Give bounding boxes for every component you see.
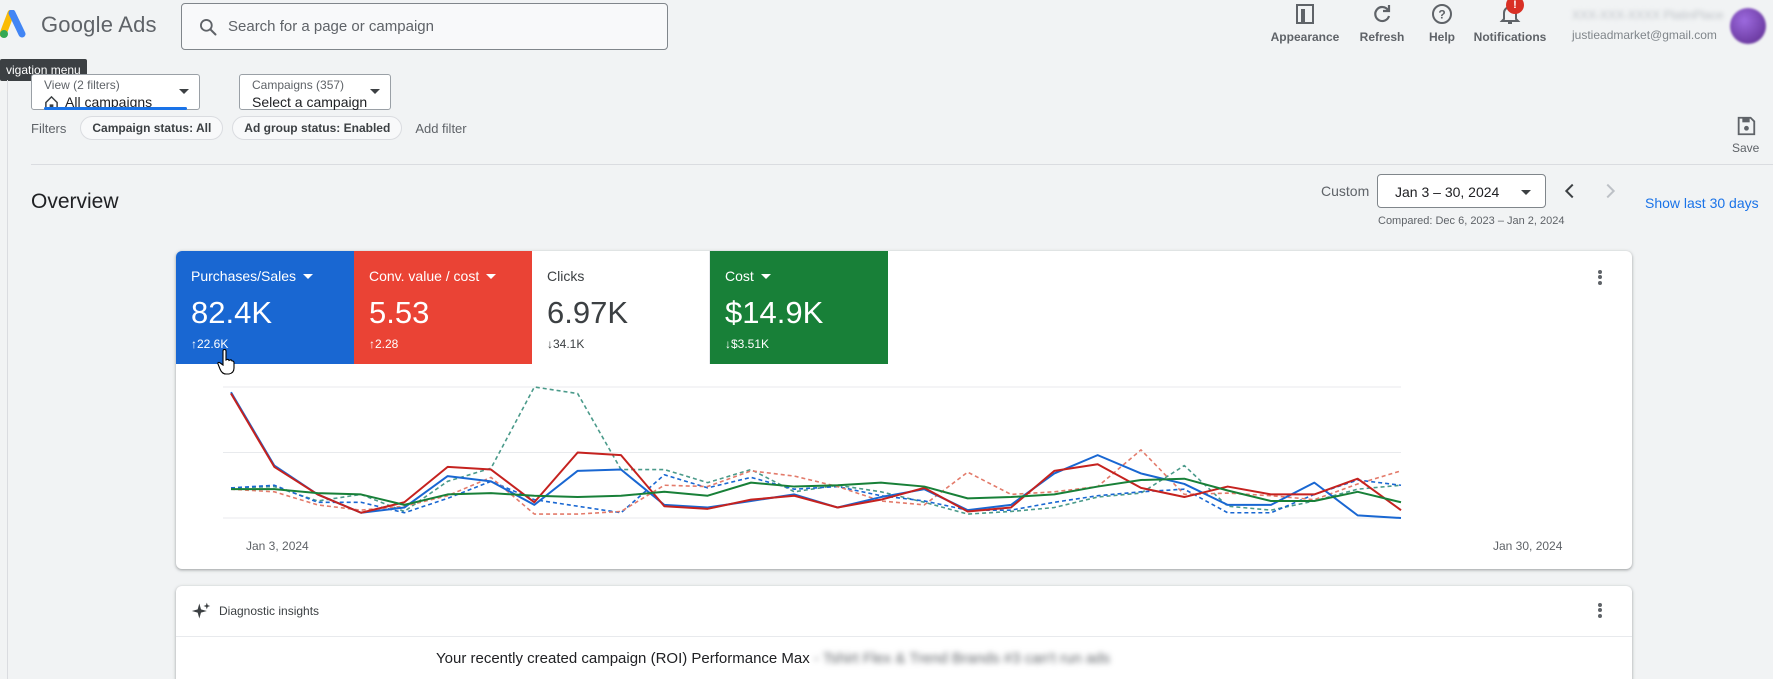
top-bar: Google Ads Appearance Refresh ? Help [0,0,1773,60]
chevron-down-icon [760,273,771,279]
svg-text:?: ? [1438,8,1445,22]
account-name-obscured: XXX-XXX-XXXX PlatinPlace [1572,8,1724,22]
search-box[interactable] [181,3,668,50]
campaign-selector-label: Campaigns (357) [252,78,345,92]
chevron-down-icon [303,273,314,279]
metric-title: Conv. value / cost [369,268,480,284]
notification-badge: ! [1506,0,1524,14]
appearance-label: Appearance [1270,30,1340,44]
chevron-down-icon [370,89,380,94]
left-divider [7,80,8,679]
account-email: justieadmarket@gmail.com [1572,28,1717,42]
view-selector-value: All campaigns [65,94,153,110]
series-line-2 [231,477,1402,506]
metric-title: Cost [725,268,754,284]
series-line-0 [230,391,1402,519]
chevron-left-icon[interactable] [1559,180,1581,202]
filter-chip-ad-group-status[interactable]: Ad group status: Enabled [232,116,403,140]
diagnostic-message-obscured: - Tshirt Flex & Trend Brands #3 can't ru… [809,650,1111,667]
performance-chart [223,386,1402,519]
refresh-button[interactable]: Refresh [1357,0,1407,50]
save-button[interactable]: Save [1732,115,1759,155]
show-last-30-days-link[interactable]: Show last 30 days [1645,195,1759,211]
refresh-label: Refresh [1359,30,1405,44]
metric-value: $14.9K [725,295,824,330]
diagnostic-header: Diagnostic insights [191,601,319,621]
metric-title-row: Conv. value / cost [369,268,532,284]
refresh-icon [1374,5,1391,23]
x-tick-label: Jan 3, 2024 [246,539,309,553]
search-input[interactable] [228,18,648,35]
metric-title-row: Clicks [547,268,709,284]
more-options-icon[interactable] [1590,268,1610,288]
metric-title-row: Purchases/Sales [191,268,354,284]
overview-card: Purchases/Sales 82.4K ↑22.6K Conv. value… [176,251,1632,569]
metric-delta: ↓34.1K [547,337,585,351]
hand-cursor-icon [217,349,235,375]
google-ads-logo[interactable]: Google Ads [0,10,157,40]
page-title: Overview [31,190,119,213]
metric-card-purchases-sales[interactable]: Purchases/Sales 82.4K ↑22.6K [176,251,354,364]
selected-indicator [44,107,187,110]
metric-value: 5.53 [369,295,430,330]
divider [176,636,1632,637]
date-range-selector[interactable]: Jan 3 – 30, 2024 [1377,174,1546,208]
filters-label: Filters [31,120,67,136]
metric-title: Purchases/Sales [191,268,297,284]
search-icon [200,18,217,35]
divider [31,164,1773,165]
sparkle-icon [191,602,211,619]
appearance-button[interactable]: Appearance [1270,0,1340,50]
campaign-selector-value: Select a campaign [252,94,368,110]
diagnostic-message: Your recently created campaign (ROI) Per… [436,650,1110,667]
filters-row: Filters Campaign status: All Ad group st… [31,116,467,140]
help-button[interactable]: ? Help [1422,0,1462,50]
series-line-3 [230,386,1402,515]
date-range-type: Custom [1321,183,1370,199]
metric-title-row: Cost [725,268,888,284]
app-name: Google Ads [41,12,157,37]
metric-value: 82.4K [191,295,273,330]
chevron-down-icon [486,273,497,279]
metric-card-clicks[interactable]: Clicks 6.97K ↓34.1K [532,251,710,364]
chevron-down-icon [1521,190,1531,195]
chevron-down-icon [179,89,189,94]
filter-chip-campaign-status[interactable]: Campaign status: All [80,116,224,140]
metric-delta: ↑2.28 [369,337,399,351]
metric-card-cost[interactable]: Cost $14.9K ↓$3.51K [710,251,888,364]
view-selector-label: View (2 filters) [44,78,120,92]
chevron-right-icon[interactable] [1599,180,1621,202]
diagnostic-insights-card: Diagnostic insights Your recently create… [176,586,1632,679]
help-icon: ? [1432,4,1452,24]
compared-range: Compared: Dec 6, 2023 – Jan 2, 2024 [1378,215,1565,227]
help-label: Help [1428,30,1455,44]
appearance-icon [1296,4,1314,24]
metric-card-conv-value-cost[interactable]: Conv. value / cost 5.53 ↑2.28 [354,251,532,364]
view-selector[interactable]: View (2 filters) All campaigns [31,74,200,110]
avatar[interactable] [1730,8,1766,44]
notifications-label: Notifications [1473,30,1547,44]
metric-delta: ↓$3.51K [725,337,770,351]
more-options-icon[interactable] [1590,601,1610,621]
google-ads-icon [0,10,26,38]
metric-value: 6.97K [547,295,629,330]
diagnostic-title: Diagnostic insights [219,604,320,618]
x-tick-label: Jan 30, 2024 [1493,539,1563,553]
add-filter-button[interactable]: Add filter [415,120,467,136]
series-line-1 [230,393,1402,514]
notifications-button[interactable]: ! Notifications [1470,0,1550,50]
diagnostic-message-text: Your recently created campaign (ROI) Per… [436,650,810,667]
save-label: Save [1732,141,1760,155]
save-icon [1737,116,1755,136]
account-info[interactable]: XXX-XXX-XXXX PlatinPlace justieadmarket@… [1572,8,1724,42]
metric-title: Clicks [547,268,585,284]
metric-delta: ↑22.6K [191,337,229,351]
campaign-selector[interactable]: Campaigns (357) Select a campaign [239,74,391,110]
date-range-value: Jan 3 – 30, 2024 [1395,184,1500,200]
series-line-4 [230,473,1402,514]
